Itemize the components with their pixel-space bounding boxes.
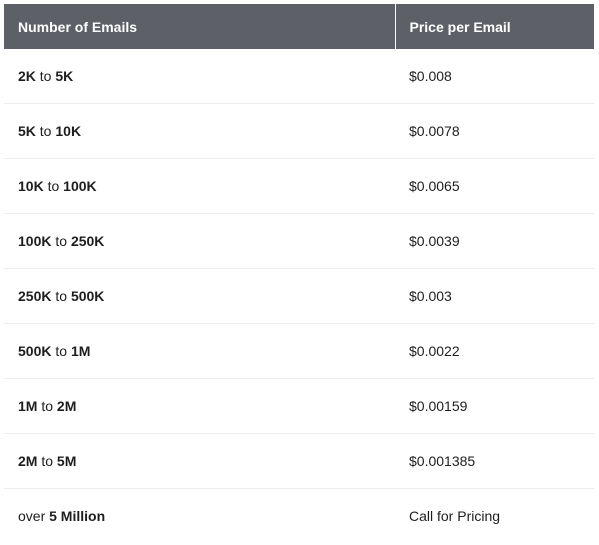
range-separator: to — [55, 288, 68, 304]
email-range-cell: over 5 Million — [4, 489, 395, 544]
range-separator: to — [41, 453, 54, 469]
email-range-cell: 100K to 250K — [4, 213, 395, 269]
table-header-row: Number of Emails Price per Email — [4, 4, 594, 49]
email-range-cell: 250K to 500K — [4, 268, 395, 324]
email-range-cell: 2K to 5K — [4, 49, 395, 104]
range-to: 1M — [70, 343, 91, 359]
price-cell: $0.008 — [395, 49, 594, 104]
range-separator: to — [39, 68, 52, 84]
range-to: 500K — [70, 288, 105, 304]
table-row: 5K to 10K $0.0078 — [4, 103, 594, 159]
range-separator: to — [55, 233, 68, 249]
price-cell: $0.0078 — [395, 103, 594, 159]
email-range-cell: 500K to 1M — [4, 323, 395, 379]
range-separator: to — [41, 398, 54, 414]
header-price-per-email: Price per Email — [394, 4, 594, 49]
table-row: 1M to 2M $0.00159 — [4, 378, 594, 434]
table-row: 100K to 250K $0.0039 — [4, 213, 594, 269]
email-range-cell: 1M to 2M — [4, 378, 395, 434]
range-from: over — [18, 508, 46, 524]
table-row: 250K to 500K $0.003 — [4, 268, 594, 324]
range-to: 100K — [63, 178, 97, 194]
table-row: 2K to 5K $0.008 — [4, 49, 594, 104]
range-to: 5M — [56, 453, 77, 469]
range-to: 5K — [55, 68, 74, 84]
price-cell: $0.003 — [395, 268, 594, 324]
range-to: 10K — [55, 123, 82, 139]
table-row: 10K to 100K $0.0065 — [4, 158, 594, 214]
header-number-of-emails: Number of Emails — [4, 4, 395, 49]
price-cell: $0.0022 — [395, 323, 594, 379]
range-from: 250K — [18, 288, 52, 304]
table-row: 2M to 5M $0.001385 — [4, 433, 594, 489]
range-to: 2M — [56, 398, 77, 414]
range-from: 500K — [18, 343, 52, 359]
email-range-cell: 5K to 10K — [4, 103, 395, 159]
range-to: 250K — [70, 233, 105, 249]
email-range-cell: 2M to 5M — [4, 433, 395, 489]
range-from: 2K — [18, 68, 36, 84]
pricing-table-container: Number of Emails Price per Email 2K to 5… — [4, 4, 594, 543]
pricing-table: Number of Emails Price per Email 2K to 5… — [4, 4, 594, 543]
price-cell: $0.00159 — [395, 378, 594, 434]
range-separator: to — [39, 123, 52, 139]
price-cell: $0.0039 — [395, 213, 594, 269]
range-from: 5K — [18, 123, 36, 139]
range-from: 10K — [18, 178, 44, 194]
table-row: over 5 Million Call for Pricing — [4, 489, 594, 544]
range-separator: to — [47, 178, 60, 194]
price-cell: Call for Pricing — [409, 508, 501, 524]
price-cell: $0.0065 — [395, 158, 594, 214]
price-cell: $0.001385 — [395, 433, 594, 489]
table-row: 500K to 1M $0.0022 — [4, 323, 594, 379]
range-from: 100K — [18, 233, 52, 249]
range-separator: to — [55, 343, 68, 359]
range-from: 2M — [18, 453, 38, 469]
range-to: 5 Million — [49, 508, 106, 524]
email-range-cell: 10K to 100K — [4, 158, 395, 214]
range-from: 1M — [18, 398, 38, 414]
